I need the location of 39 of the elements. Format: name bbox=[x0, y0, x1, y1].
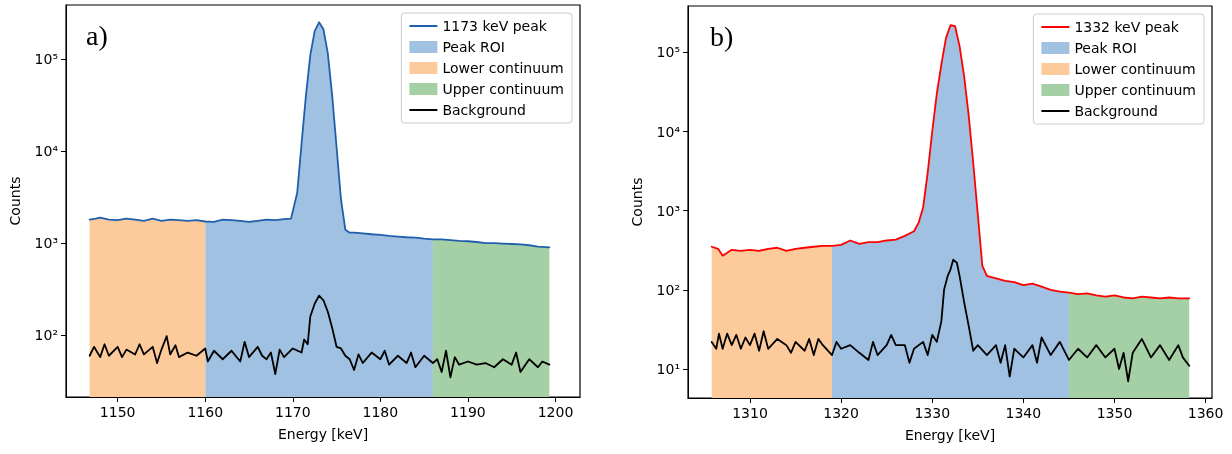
annotation: b) bbox=[710, 20, 734, 52]
x-tick-label: 1330 bbox=[914, 405, 951, 421]
y-axis-title: Counts bbox=[629, 177, 645, 227]
y-tick-label: 10² bbox=[34, 327, 58, 344]
y-tick-label: 10⁴ bbox=[656, 123, 681, 140]
x-tick-label: 1190 bbox=[450, 404, 486, 420]
x-tick-label: 1310 bbox=[732, 405, 768, 421]
x-tick-label: 1150 bbox=[99, 404, 136, 420]
annotation: a) bbox=[86, 19, 108, 51]
x-tick-label: 1340 bbox=[1005, 405, 1042, 421]
x-axis-title: Energy [keV] bbox=[904, 427, 996, 443]
y-tick-label: 10¹ bbox=[656, 360, 680, 377]
x-axis-title: Energy [keV] bbox=[277, 426, 369, 442]
legend-label: Background bbox=[442, 102, 526, 118]
y-tick-label: 10² bbox=[656, 281, 680, 298]
y-tick-label: 10⁴ bbox=[34, 143, 59, 160]
legend-label: Upper continuum bbox=[442, 81, 565, 97]
x-tick-label: 1180 bbox=[362, 404, 399, 420]
legend-label: Lower continuum bbox=[1074, 61, 1196, 77]
line-series bbox=[88, 294, 551, 379]
y-tick-label: 10⁵ bbox=[34, 50, 58, 67]
legend-label: Background bbox=[1074, 103, 1158, 119]
line-series bbox=[710, 258, 1191, 383]
x-tick-label: 1350 bbox=[1096, 405, 1133, 421]
legend-label: 1173 keV peak bbox=[442, 18, 548, 34]
legend-label: Peak ROI bbox=[442, 39, 505, 55]
x-tick-label: 1360 bbox=[1187, 405, 1224, 421]
y-tick-label: 10³ bbox=[656, 202, 680, 219]
y-tick-label: 10⁵ bbox=[656, 44, 680, 61]
legend-label: Lower continuum bbox=[442, 60, 564, 76]
legend-label: Peak ROI bbox=[1074, 40, 1137, 56]
legend-label: 1332 keV peak bbox=[1074, 19, 1180, 35]
y-tick-label: 10³ bbox=[34, 235, 58, 252]
x-tick-label: 1160 bbox=[187, 404, 224, 420]
y-axis-title: Counts bbox=[7, 176, 23, 226]
x-tick-label: 1200 bbox=[537, 404, 574, 420]
x-tick-label: 1320 bbox=[823, 405, 859, 421]
legend-label: Upper continuum bbox=[1074, 82, 1197, 98]
x-tick-label: 1170 bbox=[274, 404, 311, 420]
